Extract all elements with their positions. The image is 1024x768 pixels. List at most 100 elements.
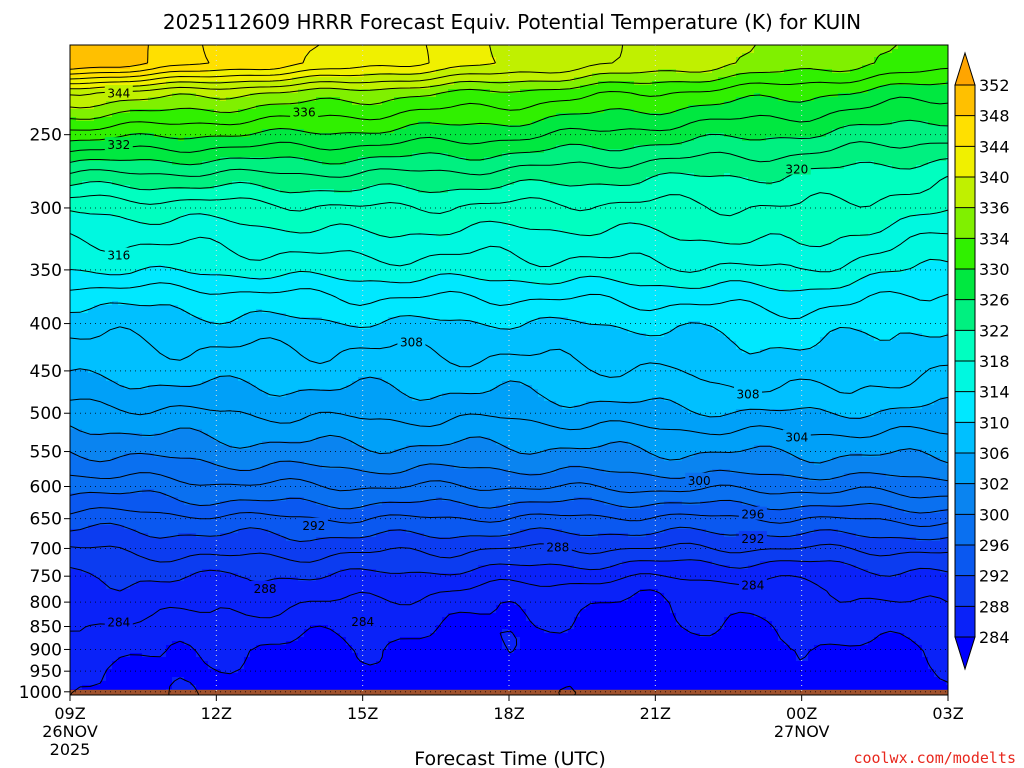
heat-cell <box>916 49 923 54</box>
heat-cell <box>190 149 197 154</box>
heat-cell <box>688 149 695 154</box>
heat-cell <box>922 173 929 178</box>
heat-cell <box>928 169 935 174</box>
heat-cell <box>130 49 137 54</box>
heat-cell <box>400 141 407 146</box>
heat-cell <box>688 97 695 102</box>
heat-cell <box>322 97 329 102</box>
heat-cell <box>514 169 521 174</box>
heat-cell <box>544 57 551 62</box>
heat-cell <box>844 65 851 70</box>
heat-cell <box>610 93 617 98</box>
heat-cell <box>568 89 575 94</box>
heat-cell <box>718 149 725 154</box>
heat-cell <box>916 149 923 154</box>
heat-cell <box>430 61 437 66</box>
heat-cell <box>178 105 185 110</box>
heat-cell <box>340 45 347 50</box>
heat-cell <box>442 125 449 130</box>
heat-cell <box>562 57 569 62</box>
heat-cell <box>766 73 773 78</box>
heat-cell <box>196 97 203 102</box>
heat-cell <box>244 69 251 74</box>
heat-cell <box>526 65 533 70</box>
heat-cell <box>346 45 353 50</box>
heat-cell <box>922 89 929 94</box>
heat-cell <box>598 45 605 50</box>
heat-cell <box>766 49 773 54</box>
heat-cell <box>604 101 611 106</box>
heat-cell <box>628 121 635 126</box>
heat-cell <box>484 57 491 62</box>
heat-cell <box>292 121 299 126</box>
heat-cell <box>400 113 407 118</box>
heat-cell <box>202 133 209 138</box>
heat-cell <box>664 105 671 110</box>
heat-cell <box>868 137 875 142</box>
heat-cell <box>850 173 857 178</box>
heat-cell <box>94 137 101 142</box>
heat-cell <box>874 121 881 126</box>
heat-cell <box>466 89 473 94</box>
heat-cell <box>562 69 569 74</box>
heat-cell <box>382 113 389 118</box>
heat-cell <box>934 137 941 142</box>
heat-cell <box>478 109 485 114</box>
heat-cell <box>268 77 275 82</box>
heat-cell <box>382 161 389 166</box>
heat-cell <box>676 105 683 110</box>
heat-cell <box>586 137 593 142</box>
heat-cell <box>532 145 539 150</box>
heat-cell <box>154 137 161 142</box>
heat-cell <box>256 45 263 50</box>
heat-cell <box>148 85 155 90</box>
heat-cell <box>232 105 239 110</box>
heat-cell <box>670 129 677 134</box>
heat-cell <box>778 165 785 170</box>
heat-cell <box>286 73 293 78</box>
heat-cell <box>340 49 347 54</box>
heat-cell <box>388 97 395 102</box>
heat-cell <box>424 69 431 74</box>
heat-cell <box>586 169 593 174</box>
heat-cell <box>616 161 623 166</box>
heat-cell <box>256 97 263 102</box>
heat-cell <box>370 137 377 142</box>
heat-cell <box>304 73 311 78</box>
heat-cell <box>730 69 737 74</box>
heat-cell <box>460 133 467 138</box>
heat-cell <box>748 53 755 58</box>
heat-cell <box>778 73 785 78</box>
heat-cell <box>544 93 551 98</box>
heat-cell <box>592 105 599 110</box>
heat-cell <box>562 53 569 58</box>
heat-cell <box>568 137 575 142</box>
heat-cell <box>934 57 941 62</box>
heat-cell <box>418 145 425 150</box>
heat-cell <box>862 113 869 118</box>
heat-cell <box>670 97 677 102</box>
heat-cell <box>556 157 563 162</box>
heat-cell <box>88 141 95 146</box>
heat-cell <box>586 145 593 150</box>
heat-cell <box>454 137 461 142</box>
heat-cell <box>526 169 533 174</box>
heat-cell <box>592 137 599 142</box>
heat-cell <box>274 117 281 122</box>
heat-cell <box>100 49 107 54</box>
heat-cell <box>532 89 539 94</box>
heat-cell <box>580 141 587 146</box>
heat-cell <box>730 49 737 54</box>
heat-cell <box>790 101 797 106</box>
heat-cell <box>472 73 479 78</box>
heat-cell <box>736 137 743 142</box>
heat-cell <box>766 153 773 158</box>
heat-cell <box>244 57 251 62</box>
heat-cell <box>112 121 119 126</box>
heat-cell <box>442 141 449 146</box>
heat-cell <box>316 113 323 118</box>
heat-cell <box>928 69 935 74</box>
heat-cell <box>376 69 383 74</box>
heat-cell <box>478 165 485 170</box>
heat-cell <box>856 101 863 106</box>
